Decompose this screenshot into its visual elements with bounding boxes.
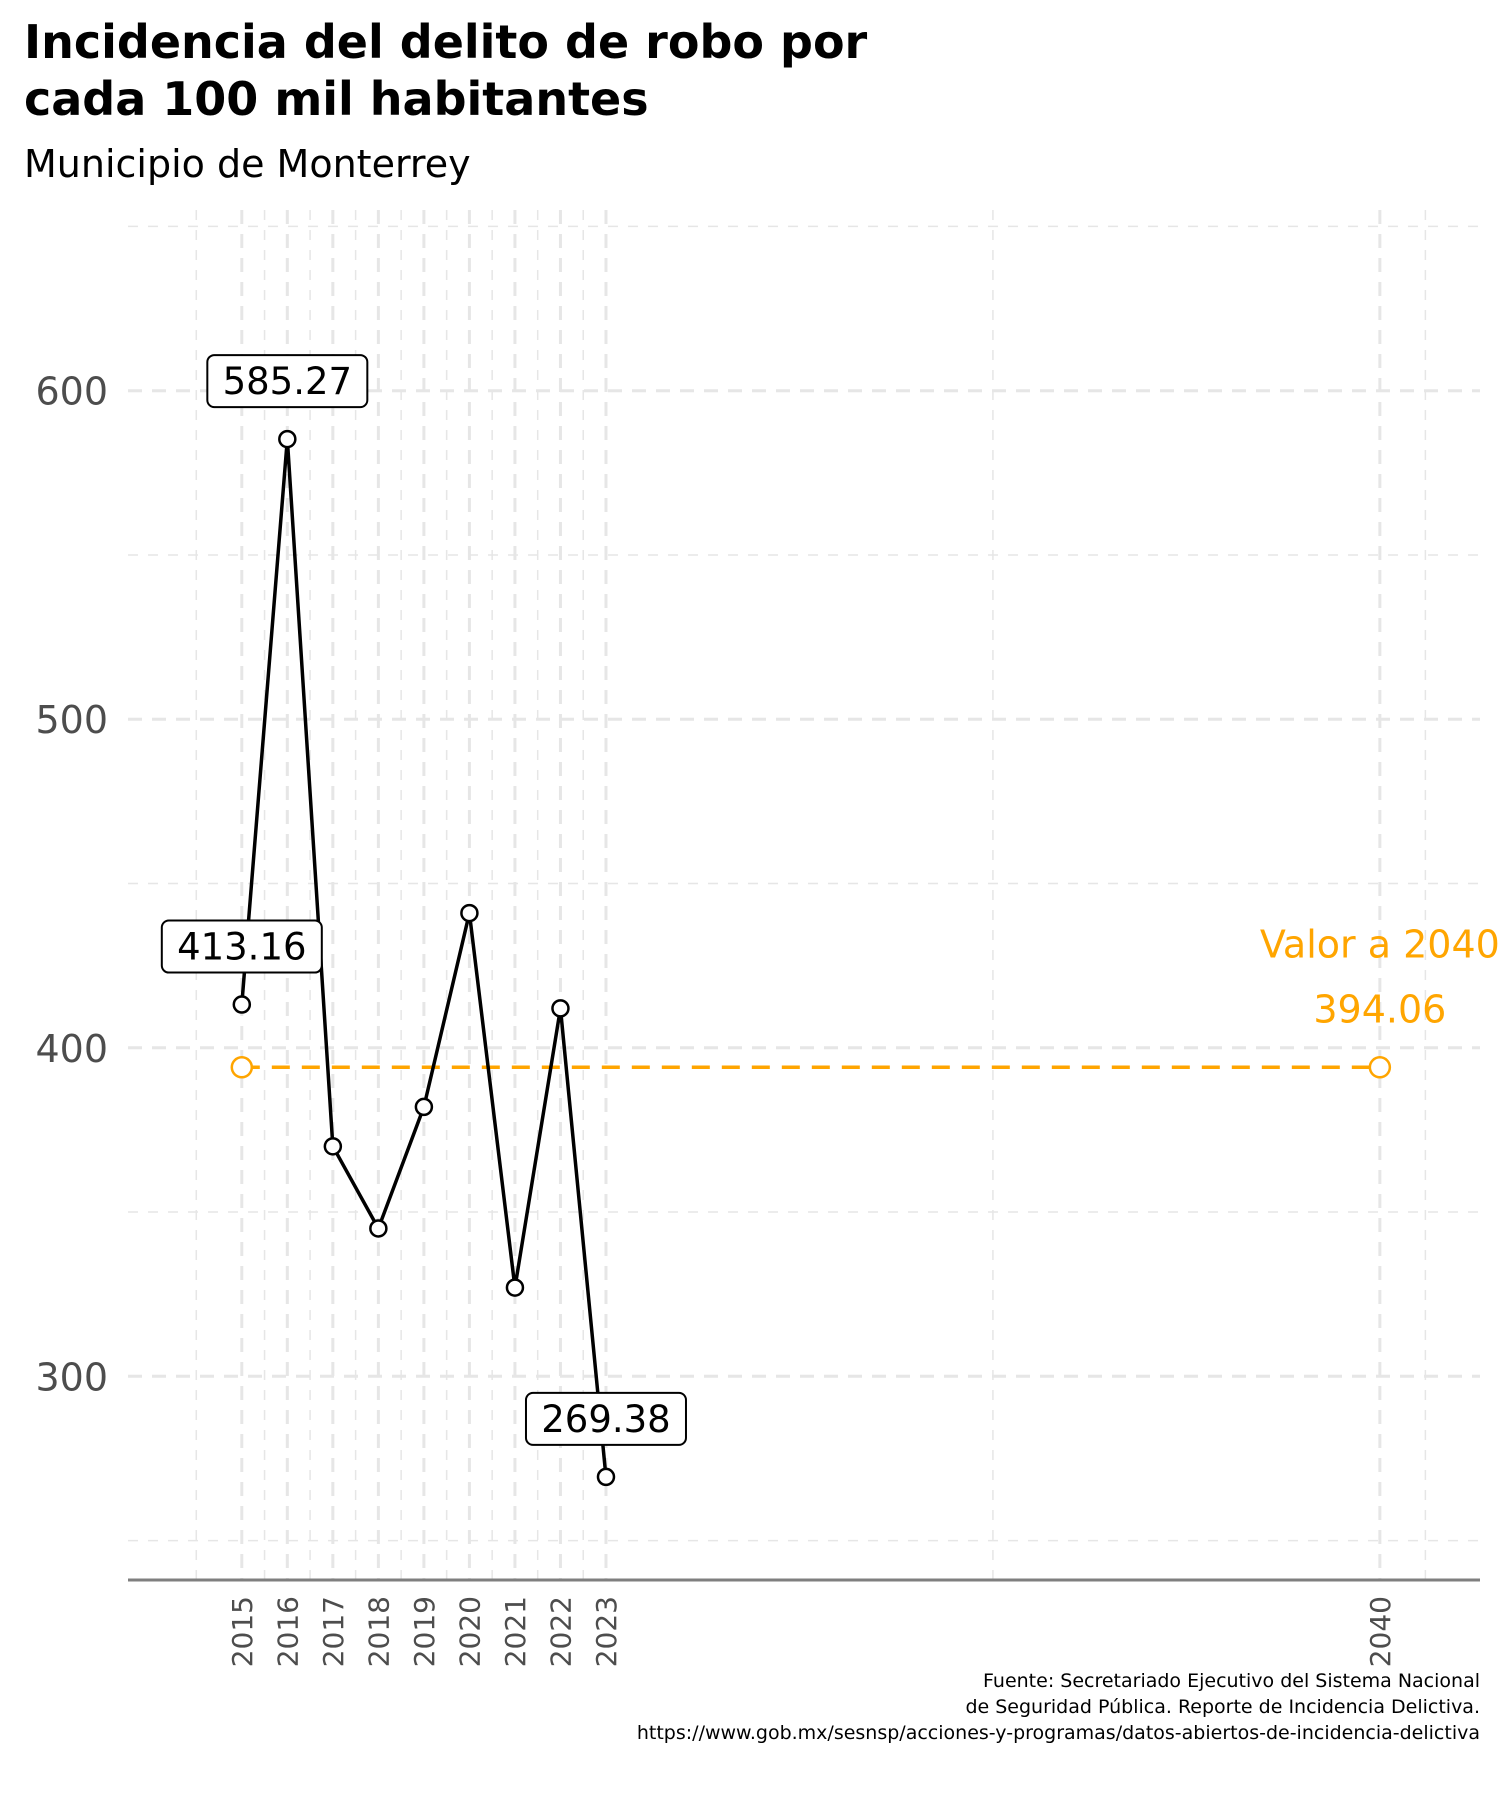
data-label: 269.38 [541, 1398, 670, 1441]
data-point [369, 1219, 388, 1238]
chart-title-line-2: cada 100 mil habitantes [24, 72, 649, 126]
data-point [596, 1467, 616, 1487]
label-layer: 413.16 585.27 269.38 [160, 354, 687, 1446]
x-tick-label: 2015 [226, 1596, 259, 1667]
x-tick-label: 2017 [317, 1596, 350, 1667]
data-label: 413.16 [177, 926, 306, 969]
data-point [414, 1097, 434, 1117]
caption-line: Fuente: Secretariado Ejecutivo del Siste… [983, 1670, 1480, 1692]
target-label: Valor a 2040 [1260, 922, 1500, 966]
y-tick-label: 600 [35, 370, 108, 414]
chart-subtitle: Municipio de Monterrey [24, 142, 471, 186]
x-tick-label: 2023 [590, 1596, 623, 1667]
chart-title: Incidencia del delito de robo por cada 1… [24, 14, 1024, 128]
y-tick-label: 500 [35, 698, 108, 742]
x-tick-label: 2018 [362, 1596, 395, 1667]
caption-line: https://www.gob.mx/sesnsp/acciones-y-pro… [636, 1722, 1480, 1744]
data-label-box [160, 919, 323, 974]
target-point [1368, 1056, 1392, 1079]
data-point [460, 903, 479, 923]
x-tick-label: 2019 [408, 1596, 441, 1667]
data-point [323, 1137, 343, 1156]
target-layer: Valor a 2040 394.06 [230, 922, 1500, 1079]
target-value-label: 394.06 [1313, 987, 1446, 1031]
series-layer [232, 429, 616, 1487]
y-tick-label: 300 [35, 1355, 108, 1399]
x-tick-label: 2020 [453, 1596, 486, 1667]
data-point [505, 1278, 525, 1297]
grid-minor [128, 210, 1480, 1580]
source-caption: Fuente: Secretariado Ejecutivo del Siste… [637, 1668, 1480, 1746]
target-point [230, 1056, 254, 1079]
grid-major [128, 210, 1480, 1580]
x-tick-label: 2040 [1364, 1596, 1397, 1667]
y-tick-label: 400 [35, 1027, 108, 1071]
x-tick-label: 2016 [271, 1596, 304, 1667]
data-point [232, 995, 252, 1014]
data-label: 585.27 [223, 360, 352, 403]
x-tick-label: 2022 [544, 1596, 577, 1667]
data-label-box [206, 354, 369, 409]
data-label-box [524, 1391, 687, 1446]
x-tick-label: 2021 [499, 1596, 532, 1667]
caption-line: de Seguridad Pública. Reporte de Inciden… [965, 1696, 1480, 1718]
data-point [551, 999, 570, 1018]
axis-layer: 300 400 500 600 2015 2016 2017 2018 2019 2020 2021… [35, 370, 1480, 1667]
data-point [278, 429, 297, 449]
chart-title-line-1: Incidencia del delito de robo por [24, 15, 868, 69]
